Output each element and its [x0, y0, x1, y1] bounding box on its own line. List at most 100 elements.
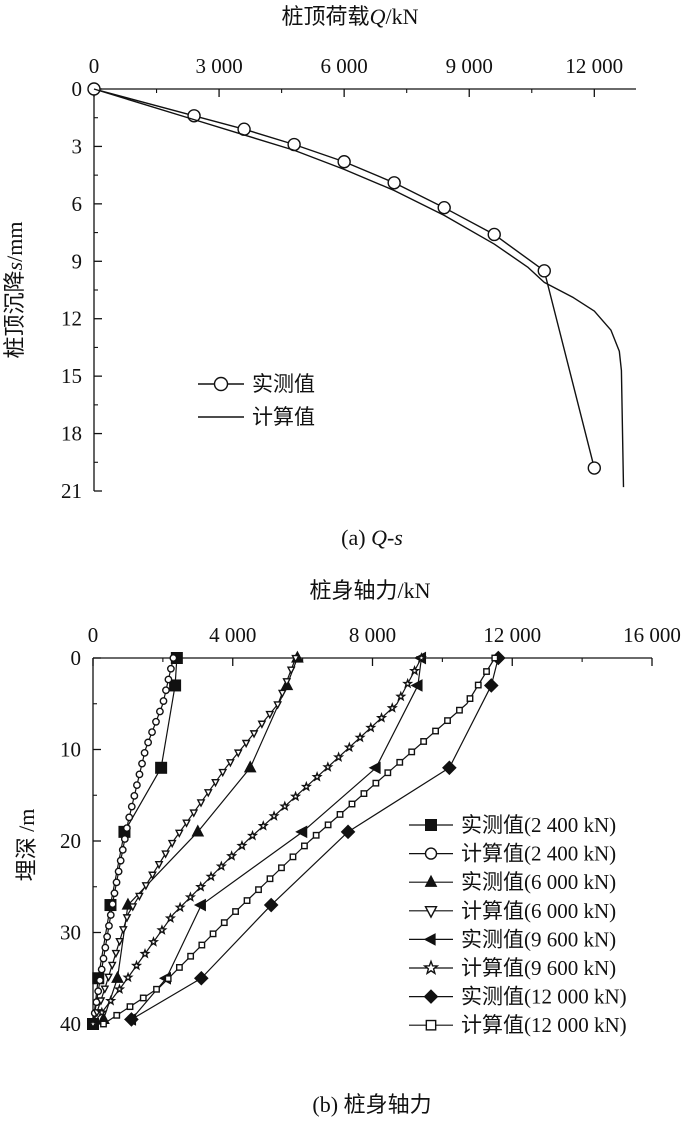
chart-b-data-point — [249, 730, 259, 739]
chart-b-y-tick-label: 40 — [60, 1012, 81, 1036]
chart-b-data-point — [396, 758, 404, 766]
chart-b-data-point — [122, 914, 132, 923]
chart-b-series-line — [92, 657, 422, 1025]
chart-b-data-point — [187, 952, 195, 960]
chart-b-data-point — [324, 821, 332, 829]
chart-b-legend-marker — [422, 959, 440, 975]
chart-b-data-point — [483, 668, 490, 675]
chart-b-data-point — [255, 886, 262, 894]
chart-b-data-point — [139, 947, 151, 959]
chart-b-legend-entry: 计算值(12 000 kN) — [409, 1013, 627, 1037]
chart-b-data-point — [147, 936, 160, 947]
chart-b-data-point — [164, 975, 172, 983]
chart-b-data-point — [266, 875, 274, 883]
chart-b-data-point — [130, 959, 143, 971]
chart-b-data-point — [135, 892, 144, 901]
chart-b-data-point — [110, 889, 119, 898]
chart-b-data-point — [265, 710, 275, 720]
chart-b-data-point — [375, 712, 388, 723]
chart-b-data-point — [154, 860, 164, 870]
chart-b-legend-entry: 计算值(2 400 kN) — [409, 842, 616, 866]
chart-b-data-point — [211, 779, 220, 788]
chart-b-data-point — [174, 901, 186, 913]
chart-b-data-point — [96, 1006, 108, 1018]
chart-b-data-point — [184, 891, 196, 902]
chart-b-data-point — [273, 701, 283, 710]
chart-b-data-point — [191, 824, 205, 837]
chart-b-axial-force: 桩身轴力/kN 埋深 /m 0 4 000 8 000 12 000 16 000 0 10… — [14, 578, 681, 1117]
chart-b-data-point — [97, 965, 106, 974]
chart-b-data-point — [226, 759, 235, 768]
chart-b-data-point — [232, 908, 239, 915]
chart-b-data-point — [169, 679, 182, 692]
chart-b-x-tick-label: 12 000 — [483, 623, 541, 647]
chart-a-y-tick-label: 15 — [61, 364, 82, 388]
chart-b-data-point — [135, 770, 144, 779]
chart-b-data-point — [141, 882, 151, 891]
chart-b-legend-marker — [425, 819, 437, 831]
chart-a-data-point — [537, 264, 551, 278]
chart-b-data-point — [113, 983, 126, 995]
chart-b-series-4 — [124, 651, 427, 1026]
chart-b-data-point — [87, 1018, 99, 1029]
chart-b-y-tick-label: 0 — [71, 646, 82, 670]
chart-a-data-point — [487, 227, 501, 242]
chart-b-data-point — [243, 897, 251, 905]
chart-b-legend-label: 实测值(12 000 kN) — [461, 985, 627, 1009]
chart-b-data-point — [289, 790, 302, 802]
chart-a-series-line — [93, 88, 595, 469]
chart-b-data-point — [155, 761, 168, 774]
chart-b-data-point — [360, 790, 368, 797]
chart-b-data-point — [333, 751, 345, 762]
chart-a-series-line — [93, 88, 625, 488]
chart-b-data-point — [94, 987, 103, 996]
chart-b-data-point — [198, 941, 206, 949]
chart-b-data-point — [164, 675, 173, 684]
chart-b-data-point — [100, 985, 110, 994]
chart-b-data-point — [474, 681, 482, 689]
chart-b-data-point — [408, 748, 416, 756]
chart-b-data-point — [112, 878, 121, 887]
chart-b-data-point — [105, 921, 113, 930]
chart-b-legend-entry: 实测值(6 000 kN) — [409, 870, 616, 894]
chart-a-load-settlement: 桩顶荷载Q/kN 桩顶沉降s/mm 0 3 000 6 000 9 000 12 000… — [2, 4, 636, 550]
chart-b-data-point — [111, 949, 121, 959]
chart-a-y-tick-label: 21 — [61, 479, 82, 503]
chart-b-series-6 — [124, 650, 506, 1027]
chart-b-data-point — [354, 731, 366, 743]
chart-b-data-point — [368, 761, 381, 775]
chart-b-data-point — [336, 811, 344, 818]
chart-b-y-tick-label: 30 — [60, 921, 81, 945]
chart-a-legend-label: 实测值 — [252, 372, 315, 396]
chart-b-data-point — [218, 768, 228, 778]
chart-b-legend-label: 计算值(2 400 kN) — [461, 842, 616, 866]
chart-b-data-point — [96, 976, 104, 985]
chart-a-legend-entry: 计算值 — [198, 405, 315, 429]
chart-b-data-point — [395, 690, 407, 702]
chart-b-data-point — [103, 932, 112, 941]
chart-b-data-point — [118, 926, 128, 935]
chart-b-data-point — [268, 810, 280, 821]
chart-b-data-point — [104, 973, 113, 982]
chart-a-caption: (a) Q-s — [341, 525, 403, 550]
chart-b-x-tick-label: 4 000 — [209, 623, 256, 647]
chart-b-axes: 0 4 000 8 000 12 000 16 000 0 10 20 30 40 — [60, 623, 681, 1036]
chart-b-data-point — [115, 937, 124, 947]
chart-b-data-point — [365, 721, 377, 733]
chart-a-data-point — [587, 461, 602, 475]
chart-b-data-point — [300, 780, 312, 792]
chart-b-data-point — [456, 706, 463, 714]
chart-b-y-tick-label: 10 — [60, 738, 81, 762]
chart-a-legend-marker — [213, 376, 229, 392]
chart-b-data-point — [101, 943, 110, 952]
chart-b-data-point — [159, 697, 168, 705]
chart-b-legend-label: 实测值(6 000 kN) — [461, 870, 616, 894]
chart-b-data-point — [311, 771, 323, 782]
chart-b-data-point — [105, 994, 117, 1006]
chart-b-data-point — [118, 845, 127, 854]
chart-b-data-point — [99, 954, 108, 963]
chart-b-data-point — [205, 870, 217, 882]
chart-b-data-point — [175, 964, 183, 971]
